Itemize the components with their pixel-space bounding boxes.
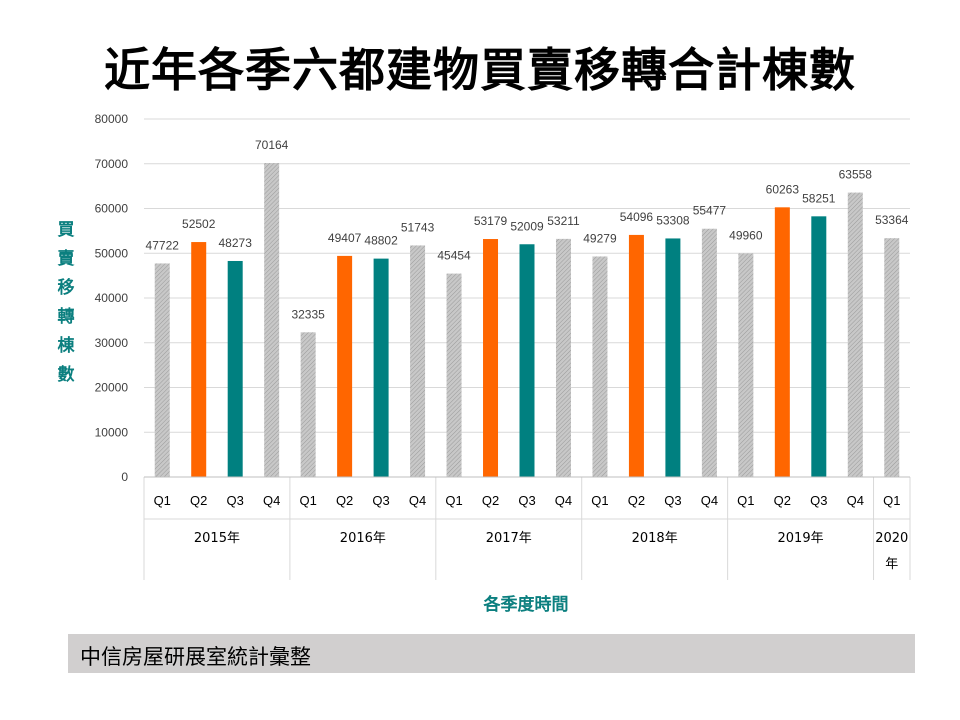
- data-label: 49407: [328, 231, 362, 245]
- data-label: 60263: [766, 182, 800, 196]
- bars: [154, 163, 900, 478]
- data-label: 53308: [656, 213, 690, 227]
- data-label: 55477: [693, 204, 727, 218]
- bar-2019年-Q2: [774, 207, 790, 478]
- bar-2015年-Q3: [227, 260, 243, 477]
- data-label: 52009: [510, 219, 544, 233]
- x-tick-label: Q1: [299, 493, 316, 508]
- chart-title: 近年各季六都建物買賣移轉合計棟數: [104, 43, 856, 97]
- x-group-label: 2020: [875, 531, 908, 546]
- x-tick-label: Q4: [555, 493, 572, 508]
- x-tick-label: Q2: [774, 493, 791, 508]
- bar-2016年-Q4: [410, 245, 426, 477]
- bar-2018年-Q2: [628, 234, 644, 477]
- data-label: 58251: [802, 191, 836, 205]
- bar-2017年-Q2: [483, 239, 499, 477]
- bar-2016年-Q2: [337, 255, 353, 477]
- x-tick-label: Q4: [701, 493, 718, 508]
- x-group-label-suffix: 年: [885, 557, 898, 572]
- bar-2018年-Q3: [665, 238, 681, 477]
- bar-2016年-Q3: [373, 258, 389, 477]
- data-label: 45454: [437, 249, 471, 263]
- x-tick-label: Q3: [227, 493, 244, 508]
- data-label: 63558: [839, 168, 873, 182]
- data-label: 49279: [583, 231, 617, 245]
- data-label: 48273: [219, 236, 253, 250]
- bar-2015年-Q4: [264, 163, 280, 477]
- bar-2019年-Q4: [847, 192, 863, 478]
- data-label: 47722: [146, 238, 180, 252]
- bar-2019年-Q1: [738, 253, 754, 477]
- x-tick-label: Q1: [154, 493, 171, 508]
- y-tick-label: 50000: [95, 246, 129, 260]
- x-tick-label: Q1: [883, 493, 900, 508]
- y-tick-label: 60000: [95, 202, 129, 216]
- x-group-label: 2015年: [194, 531, 240, 546]
- x-axis-title: 各季度時間: [483, 595, 569, 615]
- x-group-label: 2017年: [486, 531, 532, 546]
- x-tick-label: Q3: [518, 493, 535, 508]
- y-axis-title: 買賣移轉棟數: [57, 220, 75, 385]
- footer-bar: 中信房屋研展室統計彙整: [68, 634, 915, 673]
- x-tick-label: Q2: [482, 493, 499, 508]
- x-tick-label: Q1: [591, 493, 608, 508]
- source-note: 中信房屋研展室統計彙整: [80, 645, 311, 669]
- bar-2019年-Q3: [811, 216, 827, 477]
- y-tick-label: 40000: [95, 291, 129, 305]
- data-label: 48802: [364, 234, 398, 248]
- x-group-label: 2018年: [632, 531, 678, 546]
- bar-2018年-Q4: [701, 228, 717, 477]
- x-group-label: 2019年: [778, 531, 824, 546]
- data-label: 51743: [401, 220, 435, 234]
- data-label: 70164: [255, 138, 289, 152]
- x-tick-label: Q1: [445, 493, 462, 508]
- y-tick-label: 20000: [95, 381, 129, 395]
- bar-2020年-Q1: [884, 238, 900, 477]
- x-axis: Q1 Q2 Q3 Q4 2015年 Q1 Q2 Q3 Q4 2016年 Q1 Q2 Q3 Q4 2017年 Q…: [143, 476, 911, 580]
- x-tick-label: Q3: [810, 493, 827, 508]
- bar-2015年-Q1: [154, 263, 170, 477]
- data-label: 53364: [875, 213, 909, 227]
- data-label: 53179: [474, 214, 508, 228]
- bar-2015年-Q2: [191, 242, 207, 477]
- data-label: 49960: [729, 228, 763, 242]
- data-label: 52502: [182, 217, 216, 231]
- data-label: 53211: [547, 214, 580, 228]
- x-tick-label: Q3: [664, 493, 681, 508]
- x-tick-label: Q3: [372, 493, 389, 508]
- x-tick-label: Q2: [190, 493, 207, 508]
- y-tick-label: 80000: [95, 112, 129, 126]
- data-label: 32335: [291, 307, 325, 321]
- data-label: 54096: [620, 210, 654, 224]
- x-tick-label: Q4: [263, 493, 280, 508]
- x-tick-label: Q4: [409, 493, 426, 508]
- y-tick-label: 10000: [95, 425, 129, 439]
- x-tick-label: Q2: [336, 493, 353, 508]
- x-tick-label: Q4: [847, 493, 864, 508]
- bar-2017年-Q4: [555, 238, 571, 477]
- bar-2017年-Q1: [446, 273, 462, 477]
- x-group-label: 2016年: [340, 531, 386, 546]
- x-tick-label: Q1: [737, 493, 754, 508]
- bar-2018年-Q1: [592, 256, 608, 477]
- x-tick-label: Q2: [628, 493, 645, 508]
- y-tick-label: 70000: [95, 157, 129, 171]
- y-tick-label: 30000: [95, 336, 129, 350]
- bar-2017年-Q3: [519, 244, 535, 477]
- y-tick-label: 0: [121, 470, 128, 484]
- bar-2016年-Q1: [300, 332, 316, 477]
